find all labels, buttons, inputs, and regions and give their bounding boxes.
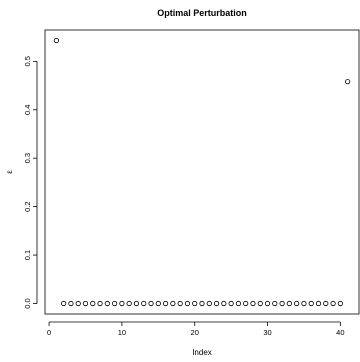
- data-point: [82, 300, 89, 307]
- x-axis: 0 10 20 30 40: [47, 321, 345, 337]
- x-tick-label: 10: [118, 328, 126, 337]
- data-point: [294, 300, 300, 307]
- data-point: [126, 300, 132, 307]
- data-point: [97, 300, 103, 307]
- data-point: [323, 300, 329, 307]
- data-point: [90, 300, 96, 307]
- x-tick-label: 20: [191, 328, 199, 337]
- data-point: [286, 300, 292, 307]
- data-point: [184, 300, 191, 307]
- data-point: [162, 300, 169, 307]
- y-axis-label: ε: [5, 170, 14, 174]
- data-point: [192, 300, 198, 307]
- plot-frame: [44, 29, 360, 315]
- data-point: [272, 300, 278, 307]
- data-point: [133, 300, 140, 307]
- data-points: [53, 37, 351, 307]
- data-point: [68, 300, 74, 307]
- data-point: [53, 37, 59, 44]
- data-point: [228, 300, 234, 307]
- y-tick-label: 0.1: [23, 250, 32, 260]
- data-point: [337, 300, 343, 307]
- data-point: [315, 300, 322, 307]
- data-point: [155, 300, 161, 307]
- data-point: [308, 300, 314, 307]
- y-tick-label: 0.3: [23, 153, 32, 163]
- data-point: [330, 300, 336, 307]
- y-tick-label: 0.2: [23, 201, 32, 211]
- data-point: [199, 300, 205, 307]
- data-point: [345, 79, 351, 85]
- data-point: [170, 300, 176, 307]
- y-tick-label: 0.0: [23, 298, 32, 308]
- data-point: [243, 300, 249, 307]
- x-tick-label: 40: [336, 328, 344, 337]
- data-point: [61, 300, 67, 307]
- x-tick-label: 30: [263, 328, 271, 337]
- data-point: [75, 300, 81, 307]
- data-point: [104, 300, 110, 307]
- data-point: [213, 300, 220, 307]
- data-point: [279, 300, 285, 307]
- y-tick-label: 0.5: [23, 56, 32, 66]
- data-point: [250, 300, 256, 307]
- data-point: [264, 300, 271, 307]
- data-point: [235, 300, 242, 307]
- data-point: [301, 300, 307, 307]
- x-tick-label: 0: [47, 328, 51, 337]
- data-point: [141, 300, 147, 307]
- data-point: [119, 300, 125, 307]
- x-axis-label: Index: [192, 348, 212, 357]
- data-point: [177, 300, 183, 307]
- chart-title: Optimal Perturbation: [157, 8, 247, 18]
- data-point: [257, 300, 263, 307]
- y-axis: 0.0 0.1 0.2 0.3 0.4 0.5: [23, 56, 38, 309]
- data-point: [221, 300, 227, 307]
- data-point: [112, 300, 118, 307]
- y-tick-label: 0.4: [23, 105, 32, 115]
- data-point: [206, 300, 212, 307]
- data-point: [148, 300, 154, 307]
